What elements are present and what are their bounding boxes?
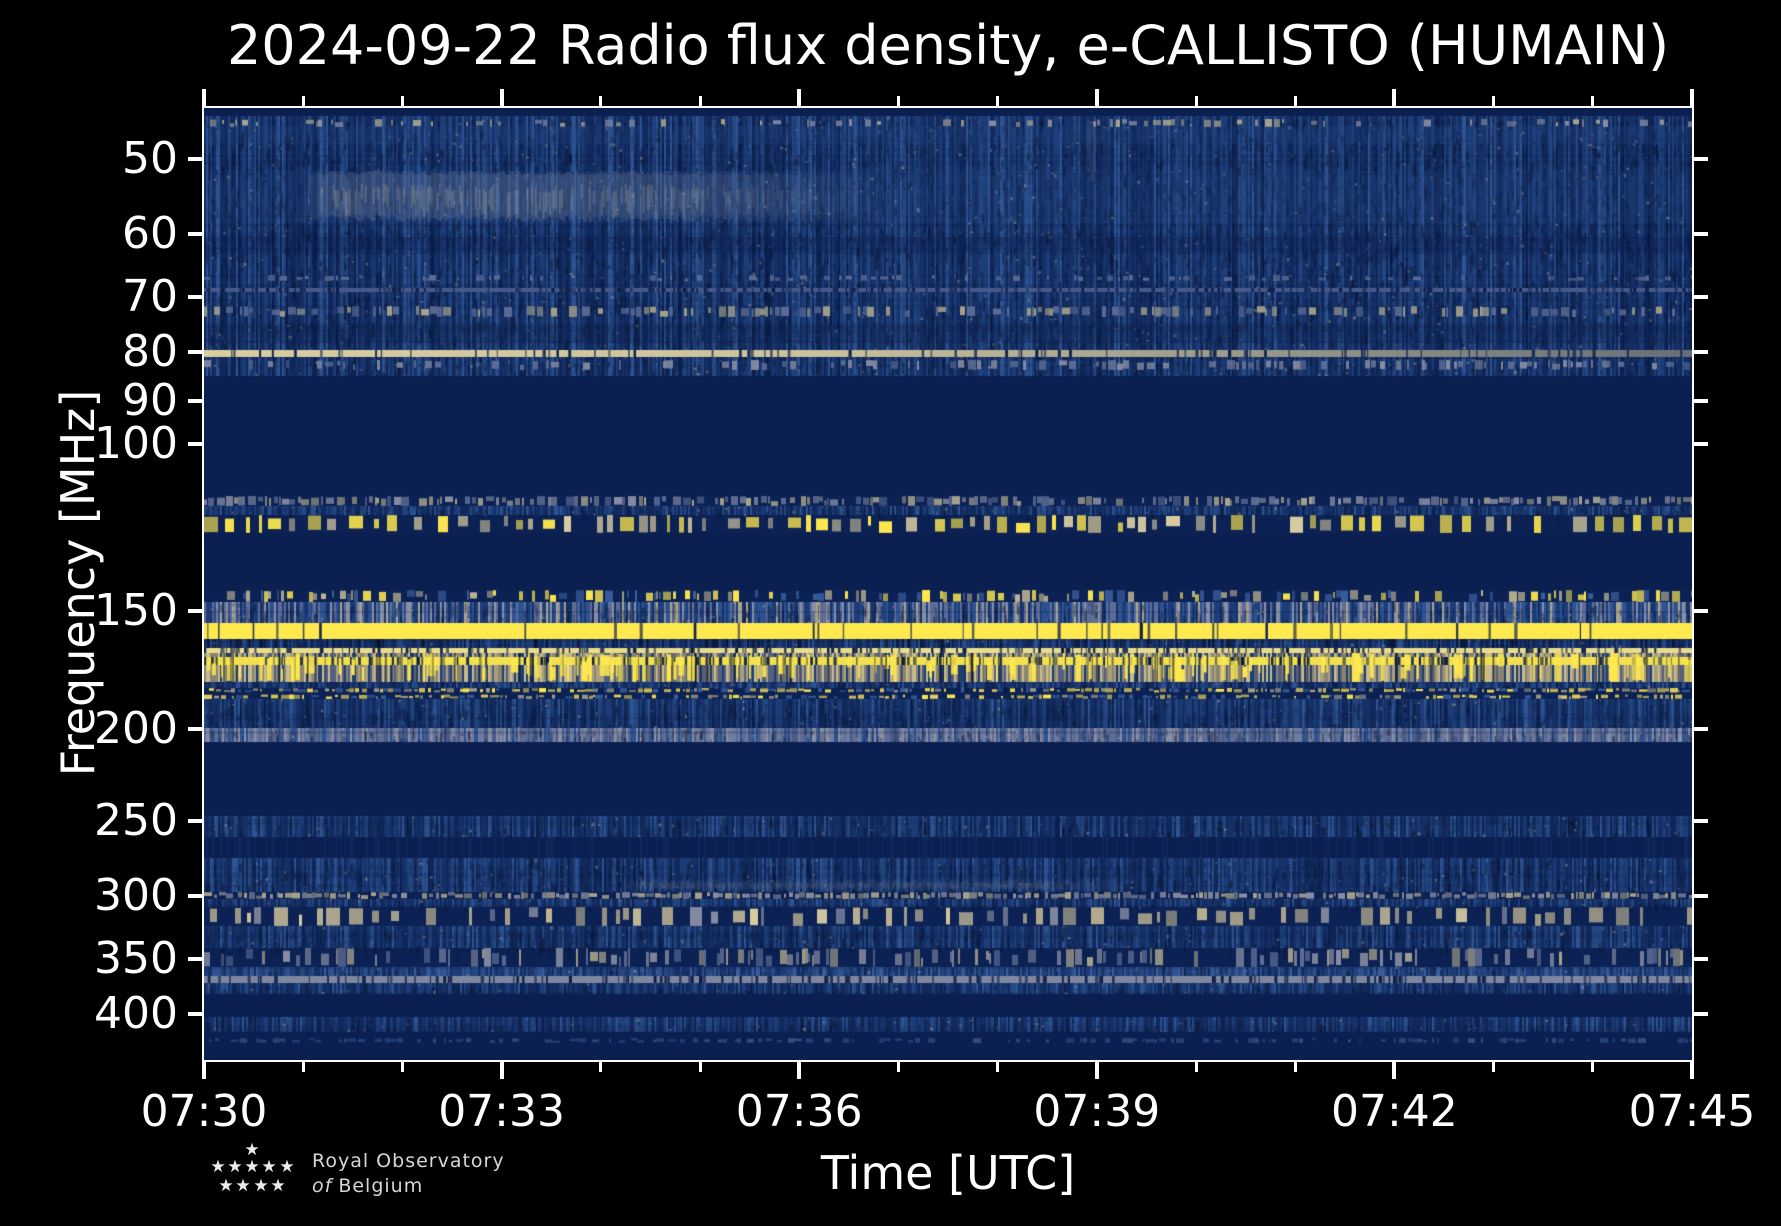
y-tick-label: 150 — [94, 585, 178, 636]
y-tick-major — [188, 350, 202, 354]
x-tick-minor-top — [599, 96, 603, 106]
x-tick-minor — [599, 1062, 603, 1072]
y-tick-major-right — [1694, 442, 1708, 446]
y-tick-major — [188, 819, 202, 823]
x-tick-minor — [896, 1062, 900, 1072]
x-tick-major-top — [1690, 89, 1694, 106]
y-tick-major-right — [1694, 232, 1708, 236]
y-tick-major — [188, 232, 202, 236]
y-tick-label: 60 — [122, 208, 178, 259]
x-tick-minor-top — [1492, 96, 1496, 106]
x-tick-major-top — [202, 89, 206, 106]
y-tick-major-right — [1694, 727, 1708, 731]
star-icon: ★ — [227, 1157, 243, 1177]
y-tick-major-right — [1694, 957, 1708, 961]
x-tick-label: 07:30 — [140, 1086, 268, 1137]
x-tick-minor — [301, 1062, 305, 1072]
y-tick-major — [188, 957, 202, 961]
spectrogram-canvas — [204, 108, 1692, 1060]
y-tick-major-right — [1694, 609, 1708, 613]
x-tick-minor — [1591, 1062, 1595, 1072]
star-icon: ★ — [270, 1176, 286, 1196]
star-icon: ★ — [253, 1176, 269, 1196]
rob-logo-text: Royal Observatory of Belgium — [312, 1149, 505, 1199]
x-tick-major-top — [499, 89, 504, 106]
y-tick-label: 50 — [122, 133, 178, 184]
x-tick-major — [1094, 1062, 1099, 1079]
y-tick-major — [188, 609, 202, 613]
star-icon: ★ — [235, 1176, 251, 1196]
y-tick-label: 100 — [94, 418, 178, 469]
y-tick-label: 200 — [94, 703, 178, 754]
y-tick-major — [188, 727, 202, 731]
x-tick-minor-top — [1194, 96, 1198, 106]
y-tick-major — [188, 442, 202, 446]
x-tick-major — [797, 1062, 802, 1079]
x-tick-minor — [400, 1062, 404, 1072]
x-tick-label: 07:42 — [1330, 1086, 1458, 1137]
x-tick-minor-top — [1293, 96, 1297, 106]
y-tick-label: 400 — [94, 988, 178, 1039]
chart-title: 2024-09-22 Radio flux density, e-CALLIST… — [226, 14, 1670, 77]
star-icon: ★ — [244, 1140, 260, 1160]
x-tick-minor — [698, 1062, 702, 1072]
x-tick-minor-top — [698, 96, 702, 106]
x-tick-minor — [1194, 1062, 1198, 1072]
x-tick-minor — [996, 1062, 1000, 1072]
x-tick-major-top — [1392, 89, 1397, 106]
x-tick-minor-top — [1591, 96, 1595, 106]
rob-logo-text-line2: of Belgium — [312, 1174, 505, 1199]
y-tick-major-right — [1694, 350, 1708, 354]
star-icon: ★ — [244, 1157, 260, 1177]
x-tick-major — [1690, 1062, 1694, 1079]
y-tick-major — [188, 157, 202, 161]
x-tick-major — [1392, 1062, 1397, 1079]
x-tick-major — [202, 1062, 206, 1079]
y-tick-label: 350 — [94, 933, 178, 984]
x-tick-minor-top — [896, 96, 900, 106]
star-icon: ★ — [210, 1157, 226, 1177]
y-tick-major-right — [1694, 819, 1708, 823]
x-tick-label: 07:39 — [1033, 1086, 1161, 1137]
y-tick-major — [188, 894, 202, 898]
y-tick-major-right — [1694, 894, 1708, 898]
star-icon: ★ — [261, 1157, 277, 1177]
y-tick-label: 90 — [122, 375, 178, 426]
x-tick-major-top — [797, 89, 802, 106]
x-tick-major-top — [1094, 89, 1099, 106]
y-tick-major-right — [1694, 157, 1708, 161]
rob-logo-belgium: Belgium — [338, 1175, 424, 1197]
x-tick-label: 07:33 — [438, 1086, 565, 1137]
x-axis-label: Time [UTC] — [820, 1146, 1076, 1200]
y-tick-major-right — [1694, 295, 1708, 299]
y-tick-major-right — [1694, 1012, 1708, 1016]
x-tick-minor-top — [996, 96, 1000, 106]
x-tick-minor — [1492, 1062, 1496, 1072]
rob-logo-text-line1: Royal Observatory — [312, 1150, 505, 1172]
rob-logo-of: of — [312, 1175, 333, 1197]
y-tick-label: 300 — [94, 870, 178, 921]
y-tick-label: 80 — [122, 326, 178, 377]
x-tick-minor-top — [301, 96, 305, 106]
y-tick-major — [188, 399, 202, 403]
star-icon: ★ — [218, 1176, 234, 1196]
x-tick-minor-top — [400, 96, 404, 106]
x-tick-major — [499, 1062, 504, 1079]
y-tick-label: 250 — [94, 795, 178, 846]
x-tick-minor — [1293, 1062, 1297, 1072]
star-icon: ★ — [279, 1157, 295, 1177]
x-tick-label: 07:45 — [1628, 1086, 1756, 1137]
y-tick-major — [188, 1012, 202, 1016]
y-tick-major — [188, 295, 202, 299]
y-tick-major-right — [1694, 399, 1708, 403]
y-tick-label: 70 — [122, 271, 178, 322]
x-tick-label: 07:36 — [735, 1086, 863, 1137]
